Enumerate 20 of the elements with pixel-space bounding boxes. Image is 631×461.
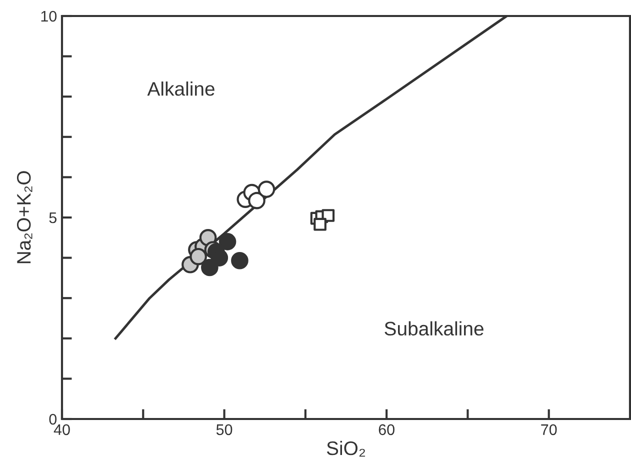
x-axis-title: SiO₂	[326, 440, 366, 457]
x-tick-label: 70	[541, 424, 557, 436]
y-tick-label: 10	[41, 10, 57, 22]
y-tick-label: 0	[49, 414, 57, 425]
x-tick-label: 50	[216, 424, 232, 436]
y-axis-title: Na₂O+K₂O	[16, 171, 32, 264]
point	[190, 248, 207, 266]
annotation: Alkaline	[147, 81, 214, 96]
point	[231, 252, 248, 270]
x-tick-label: 60	[378, 424, 394, 436]
point	[322, 209, 335, 222]
point	[258, 180, 276, 198]
point	[248, 192, 266, 210]
point	[201, 258, 218, 276]
x-tick-label: 40	[54, 424, 70, 436]
y-tick-label: 5	[49, 212, 56, 224]
point	[314, 218, 326, 231]
point	[210, 249, 228, 266]
annotation: Subalkaline	[384, 321, 484, 336]
point	[218, 233, 236, 250]
